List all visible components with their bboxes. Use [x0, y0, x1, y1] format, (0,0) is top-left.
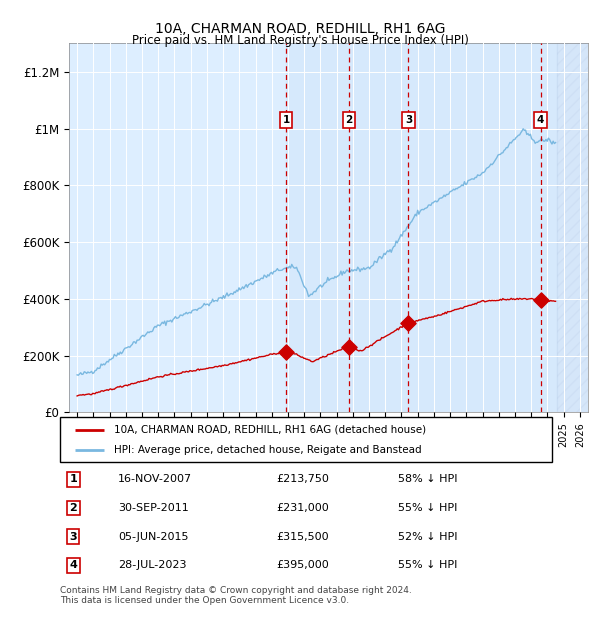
- Text: 52% ↓ HPI: 52% ↓ HPI: [398, 532, 457, 542]
- Text: £315,500: £315,500: [277, 532, 329, 542]
- Text: 16-NOV-2007: 16-NOV-2007: [118, 474, 192, 484]
- Bar: [557, 43, 600, 412]
- Point: [536, 295, 545, 305]
- Point: [344, 342, 353, 352]
- Text: 1: 1: [283, 115, 290, 125]
- Text: 4: 4: [69, 560, 77, 570]
- Text: Contains HM Land Registry data © Crown copyright and database right 2024.
This d: Contains HM Land Registry data © Crown c…: [60, 586, 412, 605]
- Text: 1: 1: [70, 474, 77, 484]
- Point: [281, 347, 291, 356]
- Text: 10A, CHARMAN ROAD, REDHILL, RH1 6AG (detached house): 10A, CHARMAN ROAD, REDHILL, RH1 6AG (det…: [114, 425, 426, 435]
- Text: 30-SEP-2011: 30-SEP-2011: [118, 503, 189, 513]
- Text: 2: 2: [345, 115, 352, 125]
- Text: 4: 4: [537, 115, 544, 125]
- Text: 3: 3: [70, 532, 77, 542]
- Text: 10A, CHARMAN ROAD, REDHILL, RH1 6AG: 10A, CHARMAN ROAD, REDHILL, RH1 6AG: [155, 22, 445, 36]
- Text: 55% ↓ HPI: 55% ↓ HPI: [398, 560, 457, 570]
- Text: 58% ↓ HPI: 58% ↓ HPI: [398, 474, 457, 484]
- Text: £395,000: £395,000: [277, 560, 329, 570]
- Text: Price paid vs. HM Land Registry's House Price Index (HPI): Price paid vs. HM Land Registry's House …: [131, 34, 469, 47]
- Text: £231,000: £231,000: [277, 503, 329, 513]
- Point: [404, 318, 413, 328]
- Text: HPI: Average price, detached house, Reigate and Banstead: HPI: Average price, detached house, Reig…: [114, 445, 422, 455]
- Text: £213,750: £213,750: [277, 474, 329, 484]
- Text: 3: 3: [405, 115, 412, 125]
- Text: 05-JUN-2015: 05-JUN-2015: [118, 532, 188, 542]
- Bar: [286, 43, 557, 412]
- Text: 2: 2: [70, 503, 77, 513]
- Text: 28-JUL-2023: 28-JUL-2023: [118, 560, 187, 570]
- Text: 55% ↓ HPI: 55% ↓ HPI: [398, 503, 457, 513]
- FancyBboxPatch shape: [60, 417, 552, 462]
